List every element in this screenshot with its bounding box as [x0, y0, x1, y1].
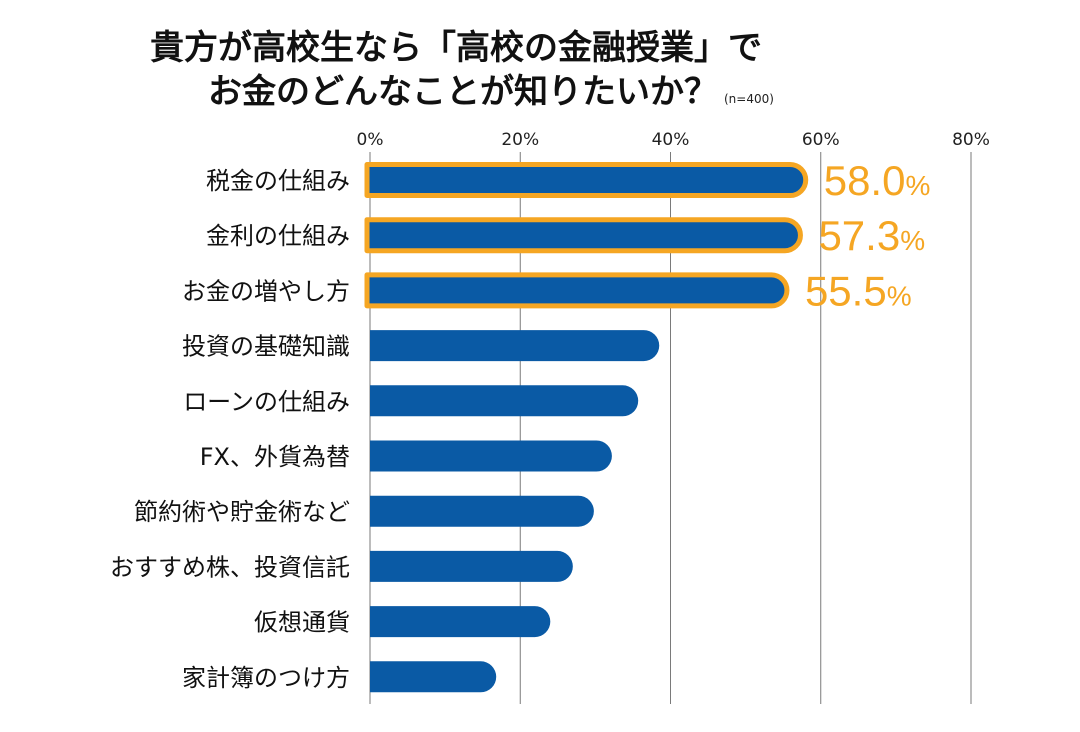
bar	[370, 606, 551, 638]
bar-highlighted	[364, 162, 809, 198]
data-label: 58.0%	[824, 157, 931, 204]
x-tick-label: 40%	[652, 130, 690, 150]
data-label-value: 55.5	[805, 267, 887, 314]
category-label: おすすめ株、投資信託	[110, 553, 350, 581]
data-label: 57.3%	[818, 212, 925, 259]
bar-highlighted	[364, 272, 790, 309]
data-label-percent-sign: %	[905, 170, 930, 201]
chart-title-line-2: お金のどんなことが知りたいか？ (n=400)	[208, 72, 774, 119]
category-label: お金の増やし方	[182, 277, 350, 305]
data-label: 55.5%	[805, 267, 912, 314]
category-label: 節約術や貯金術など	[134, 498, 350, 526]
data-labels: 58.0%57.3%55.5%	[805, 157, 930, 314]
category-label: 金利の仕組み	[206, 222, 350, 250]
data-label-percent-sign: %	[900, 225, 925, 256]
category-label: ローンの仕組み	[183, 388, 350, 416]
bar	[370, 661, 497, 693]
x-tick-label: 60%	[802, 130, 840, 150]
bar	[370, 330, 660, 362]
category-label: 税金の仕組み	[206, 167, 350, 195]
bar	[370, 385, 639, 417]
category-label: 家計簿のつけ方	[182, 664, 350, 692]
chart-title: 貴方が高校生なら「高校の金融授業」で お金のどんなことが知りたいか？ (n=400…	[0, 0, 1080, 130]
bar	[370, 550, 573, 582]
category-label: 投資の基礎知識	[182, 333, 350, 361]
x-tick-label: 20%	[501, 130, 539, 150]
chart-title-line-1: 貴方が高校生なら「高校の金融授業」で	[150, 28, 762, 68]
data-label-value: 57.3	[818, 212, 900, 259]
data-label-percent-sign: %	[887, 280, 912, 311]
category-label: FX、外貨為替	[200, 443, 350, 471]
category-label: 仮想通貨	[254, 609, 350, 637]
x-tick-label: 80%	[952, 130, 990, 150]
bar	[370, 440, 612, 472]
chart-title-line-2-text: お金のどんなことが知りたいか？	[208, 72, 718, 112]
bars	[364, 162, 809, 693]
bar-highlighted	[364, 217, 803, 254]
sample-size-note: (n=400)	[724, 92, 774, 106]
data-label-value: 58.0	[824, 157, 906, 204]
x-tick-label: 0%	[357, 130, 384, 150]
x-axis-ticks: 0% 20% 40% 60% 80%	[357, 130, 990, 150]
bar	[370, 495, 594, 527]
